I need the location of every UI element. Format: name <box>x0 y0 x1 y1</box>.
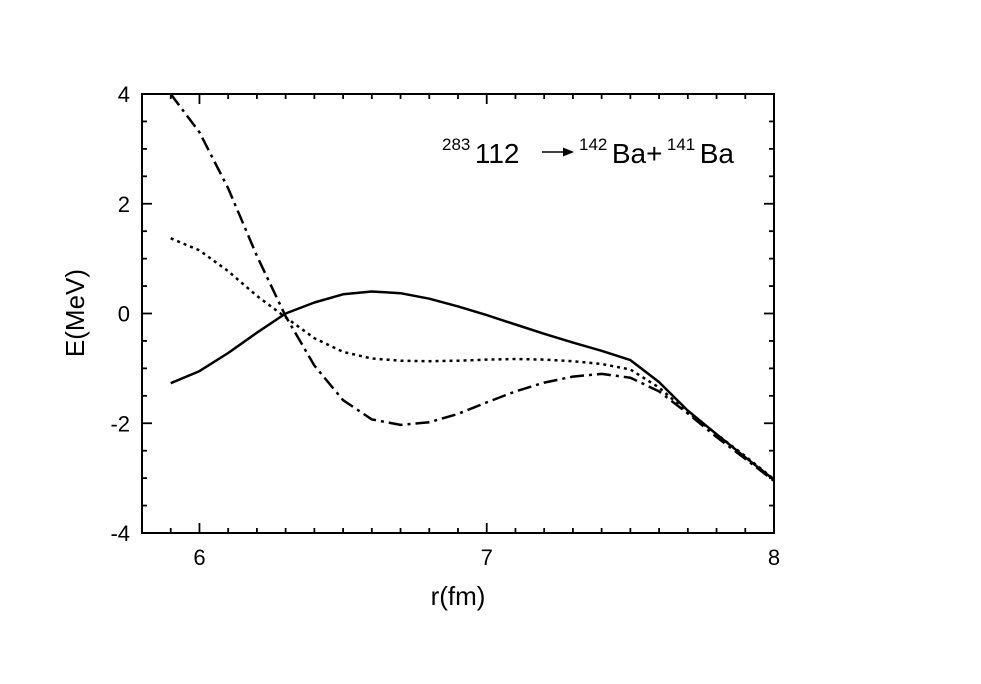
parent-nucleus-label: 112 <box>475 138 520 169</box>
decay-arrow-icon <box>542 147 574 157</box>
series-layer <box>169 94 774 482</box>
svg-text:142 Ba+ 141: 142 Ba+ 141 Ba <box>579 135 734 169</box>
y-tick-label: -2 <box>110 411 130 436</box>
plot-frame <box>141 93 775 534</box>
x-tick-label: 7 <box>481 545 493 570</box>
series-line-dotted <box>170 237 774 481</box>
series-line-solid <box>170 290 774 481</box>
y-axis-title: E(MeV) <box>60 269 90 357</box>
fragment1-mass-number: 142 <box>579 135 607 154</box>
x-tick-label: 8 <box>768 545 780 570</box>
svg-text:283 112: 283 112 <box>442 135 519 169</box>
fragment1-label: Ba+ <box>612 138 663 169</box>
ticks-layer: 6 7 8 -4 -2 0 2 4 <box>110 82 780 570</box>
y-tick-label: 2 <box>118 192 130 217</box>
parent-mass-number: 283 <box>442 135 470 154</box>
series-line-dash-dot <box>169 94 774 482</box>
fragment2-label: Ba <box>700 138 735 169</box>
y-tick-label: 4 <box>118 82 130 107</box>
y-tick-label: -4 <box>110 521 130 546</box>
x-axis-title: r(fm) <box>431 581 486 611</box>
x-tick-label: 6 <box>193 545 205 570</box>
reaction-annotation: 283 112 → 142 Ba+ 141 Ba <box>442 135 734 169</box>
y-tick-label: 0 <box>118 302 130 327</box>
fragment2-mass-number: 141 <box>667 135 695 154</box>
